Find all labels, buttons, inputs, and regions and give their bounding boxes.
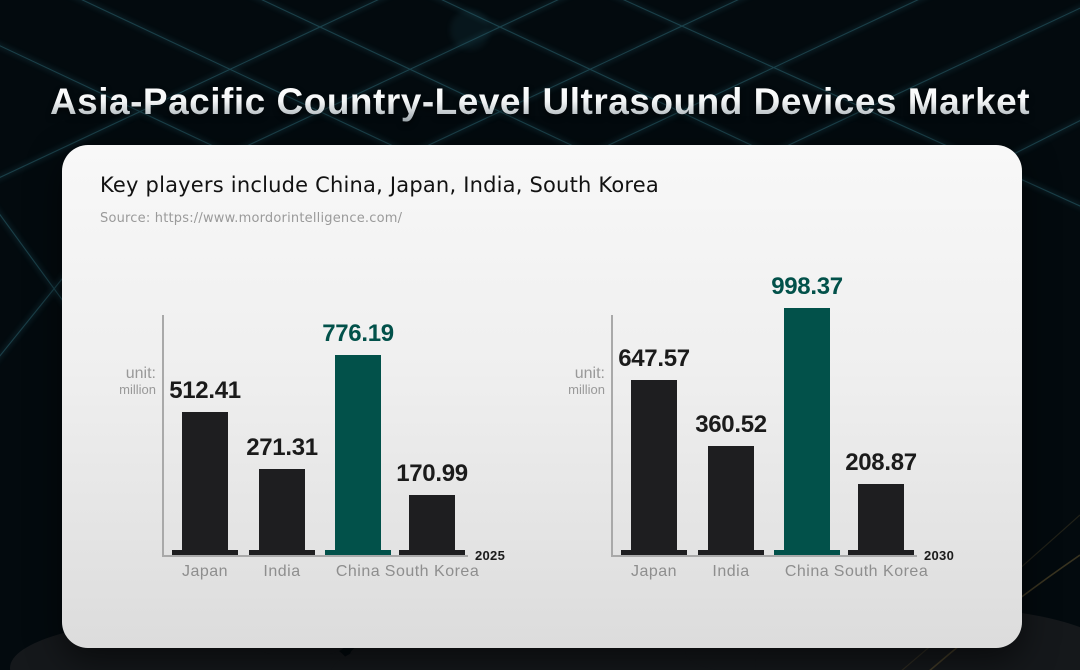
bars-area: 647.57 Japan 360.52 India 998.37 China 208.87 S…: [611, 273, 971, 600]
bar: [631, 380, 677, 555]
unit-sublabel-text: million: [119, 382, 156, 398]
bar: [259, 469, 305, 555]
bar-value-label: 776.19: [322, 320, 394, 347]
y-axis: [162, 315, 164, 557]
bars-area: 512.41 Japan 271.31 India 776.19 China 170.99 S…: [162, 310, 522, 600]
y-axis: [611, 315, 613, 557]
source-text: Source: https://www.mordorintelligence.c…: [100, 211, 403, 226]
bar-value-label: 647.57: [618, 345, 690, 372]
bar: [182, 412, 228, 555]
category-label: China: [335, 563, 381, 580]
bar-value-label: 170.99: [396, 460, 468, 487]
page-title: Asia-Pacific Country-Level Ultrasound De…: [0, 81, 1080, 123]
bar-value-label: 360.52: [695, 411, 767, 438]
bar: [784, 308, 830, 555]
x-axis: [611, 555, 917, 557]
unit-label-text: unit:: [125, 365, 156, 382]
bar-chart-2025: unit: million 2025 512.41 Japan 271.31 Indi…: [119, 310, 522, 600]
category-label: China: [784, 563, 830, 580]
unit-label: unit: million: [553, 365, 605, 398]
unit-sublabel-text: million: [568, 382, 605, 398]
bar-value-label: 998.37: [771, 273, 843, 300]
year-label-2030: 2030: [924, 548, 955, 563]
mesh-node: [450, 10, 490, 50]
bar-value-label: 271.31: [246, 434, 318, 461]
bar: [409, 495, 455, 555]
content-card: Key players include China, Japan, India,…: [62, 145, 1022, 648]
category-label: India: [712, 563, 750, 580]
unit-label-text: unit:: [574, 365, 605, 382]
x-axis: [162, 555, 468, 557]
bar: [858, 484, 904, 555]
unit-label: unit: million: [104, 365, 156, 398]
bar-value-label: 512.41: [169, 377, 241, 404]
category-label: Japan: [630, 563, 678, 580]
bar: [708, 446, 754, 555]
category-label: South Korea: [833, 563, 929, 580]
bar-value-label: 208.87: [845, 449, 917, 476]
category-label: India: [263, 563, 301, 580]
bar-chart-2030: unit: million 2030 647.57 Japan 360.52 Indi…: [568, 273, 971, 600]
card-heading: Key players include China, Japan, India,…: [100, 173, 659, 197]
bar: [335, 355, 381, 555]
category-label: South Korea: [384, 563, 480, 580]
year-label-2025: 2025: [475, 548, 506, 563]
category-label: Japan: [181, 563, 229, 580]
